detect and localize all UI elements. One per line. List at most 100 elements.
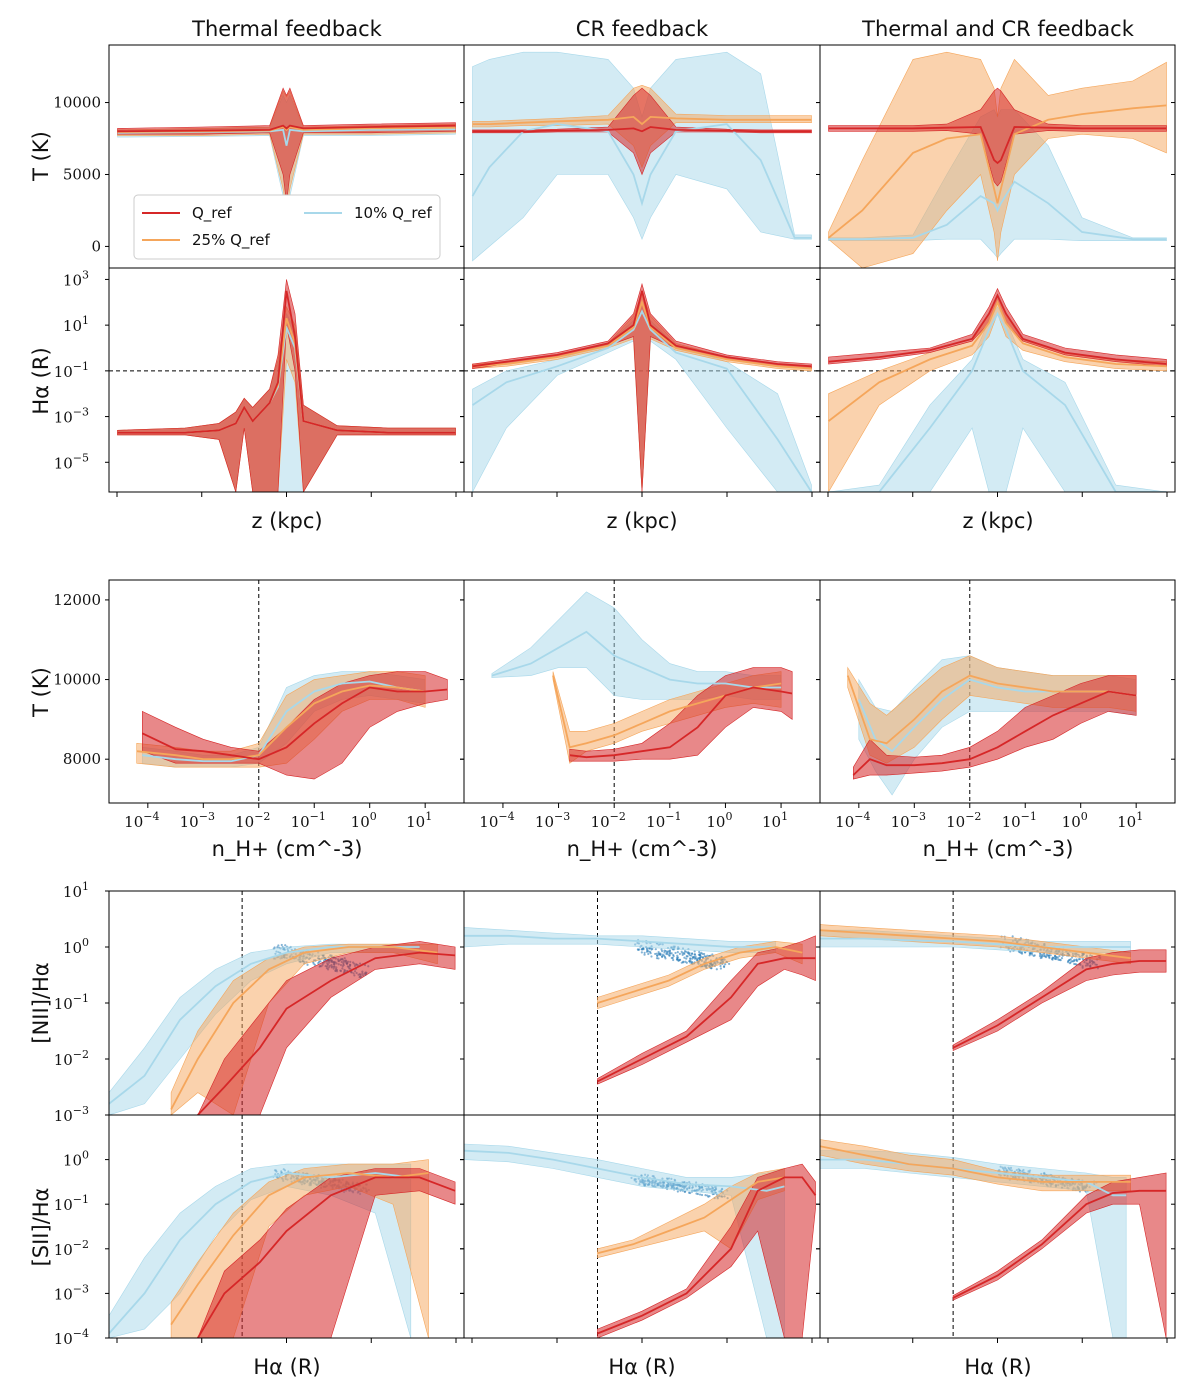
panel-r2-c2 <box>460 267 821 497</box>
observed-point <box>1032 954 1035 957</box>
observed-point <box>678 958 681 961</box>
line-qref <box>952 1189 1167 1299</box>
line-qref <box>141 686 448 761</box>
xlabel-row5-c2: Hα (R) <box>964 1355 1031 1379</box>
observed-point <box>672 955 675 958</box>
ytick-label: 101 <box>63 314 89 335</box>
line-10qref <box>464 934 776 948</box>
observed-point <box>678 952 681 956</box>
panel-plot-area <box>846 580 1137 803</box>
observed-point <box>1053 954 1057 958</box>
line-qref <box>828 293 1167 365</box>
observed-point <box>655 952 658 955</box>
xticks <box>471 1338 813 1343</box>
xlabels-row2: z (kpc) z (kpc) z (kpc) <box>251 509 1033 533</box>
observed-point <box>1056 956 1059 959</box>
observed-point <box>676 956 680 959</box>
xlabel-row3-c1: n_H+ (cm^-3) <box>567 837 718 862</box>
xtick-label: 100 <box>706 810 732 831</box>
line-25qref <box>827 104 1167 239</box>
xtick-label: 10−1 <box>291 810 326 831</box>
observed-point <box>657 957 660 960</box>
observed-point <box>693 953 696 956</box>
panel-r1-c2 <box>460 44 821 269</box>
xtick-exponent: −3 <box>199 810 215 823</box>
panel-plot-area <box>136 580 448 803</box>
ytick-exponent: −5 <box>73 451 89 464</box>
xtick-label: 101 <box>762 810 788 831</box>
yticks <box>816 278 1175 463</box>
band-qref <box>952 949 1167 1052</box>
ytick-exponent: 0 <box>82 936 89 949</box>
panel-r2-c1: 103 101 10−1 10−3 10−5 <box>54 267 465 497</box>
observed-point <box>693 955 696 959</box>
line-qref <box>597 1176 817 1335</box>
observed-point <box>640 951 643 954</box>
xtick-label: 10−1 <box>646 810 681 831</box>
yticks: 8000 10000 12000 <box>53 591 464 768</box>
line-qref <box>597 957 816 1083</box>
panel-r5-c3 <box>816 1114 1176 1343</box>
xtick-label: 10−4 <box>835 810 870 831</box>
yticks <box>460 890 820 1116</box>
col-title-thermal-cr: Thermal and CR feedback <box>861 17 1135 41</box>
ylabel-row5: [SII]/Hα <box>29 1188 53 1267</box>
xlabel-row5-c1: Hα (R) <box>608 1355 675 1379</box>
observed-point <box>686 952 690 955</box>
observed-point <box>698 953 701 957</box>
observed-point <box>645 950 649 953</box>
ytick-exponent: −3 <box>73 1104 89 1117</box>
xtick-exponent: 1 <box>781 810 788 823</box>
ytick-label: 10000 <box>53 671 101 689</box>
observed-point <box>676 958 679 961</box>
observed-point <box>1044 955 1047 958</box>
observed-point <box>719 964 722 968</box>
observed-point <box>666 950 669 953</box>
ytick-exponent: −3 <box>73 1282 89 1295</box>
observed-point <box>668 951 671 954</box>
ytick-label: 12000 <box>53 591 101 609</box>
observed-point <box>690 952 694 955</box>
line-25qref <box>820 929 1131 960</box>
yticks <box>816 102 1175 247</box>
line-25qref <box>472 299 812 370</box>
panel-r3-c2: 10−4 10−3 10−2 10−1 100 101 <box>460 579 821 831</box>
xlabels-row3: n_H+ (cm^-3) n_H+ (cm^-3) n_H+ (cm^-3) <box>212 837 1074 862</box>
observed-point <box>665 952 668 956</box>
panel-plot-area <box>820 287 1175 492</box>
observed-point <box>1060 957 1064 960</box>
panel-r5-c2 <box>460 1114 821 1343</box>
line-qref <box>472 290 812 368</box>
observed-point <box>1041 954 1044 958</box>
ytick-label: 10−3 <box>54 406 89 427</box>
xticks <box>116 1338 457 1343</box>
band-10qref <box>820 1150 1127 1338</box>
observed-point <box>719 967 722 970</box>
ytick-exponent: −4 <box>73 1327 89 1340</box>
observed-point <box>674 951 677 955</box>
legend-label-qref: Q_ref <box>192 204 232 223</box>
line-25qref <box>827 299 1167 422</box>
observed-point <box>690 960 694 964</box>
band-qref <box>828 87 1167 187</box>
observed-point <box>280 943 283 947</box>
observed-point <box>1058 958 1061 961</box>
line-10qref <box>142 680 426 763</box>
observed-point <box>650 955 653 958</box>
xtick-label: 10−2 <box>235 810 270 831</box>
observed-point <box>276 946 279 949</box>
band-qref <box>597 935 816 1085</box>
line-10qref <box>464 1149 785 1192</box>
observed-point <box>1073 959 1076 963</box>
panel-frame <box>819 890 1176 1116</box>
xtick-exponent: −2 <box>610 810 626 823</box>
panel-r1-c3 <box>816 44 1176 269</box>
band-10qref <box>464 1143 785 1338</box>
xticks <box>471 492 813 497</box>
panel-r1-c1: 0 5000 10000 <box>53 44 465 269</box>
observed-point <box>643 951 646 954</box>
panel-plot-area <box>464 891 816 1115</box>
observed-point <box>693 950 696 953</box>
observed-point <box>636 948 639 951</box>
xtick-exponent: −1 <box>310 810 326 823</box>
